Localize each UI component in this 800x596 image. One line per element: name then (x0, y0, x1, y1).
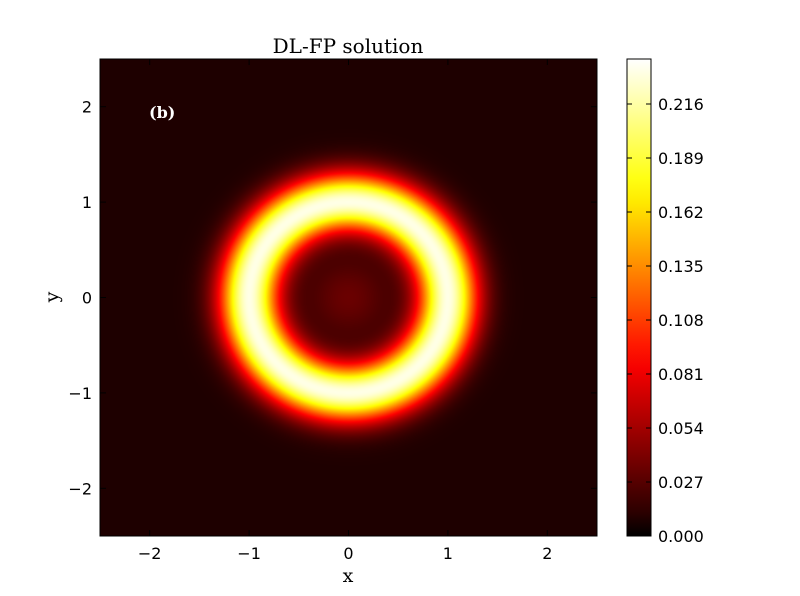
y-tick-label: −1 (68, 384, 92, 403)
colorbar-tick-label: 0.189 (658, 149, 704, 168)
y-tick-label: 0 (82, 289, 92, 308)
y-tick-label: −2 (68, 479, 92, 498)
x-axis-label: x (343, 565, 354, 587)
plot-area: (b) −2 −1 0 1 2 −2 −1 0 1 2 (68, 58, 598, 563)
colorbar: 0.000 0.027 0.054 0.081 0.108 0.135 0.162 0.189… (626, 58, 704, 546)
heatmap-image (100, 59, 597, 536)
y-axis-ticks: −2 −1 0 1 2 (68, 98, 597, 498)
colorbar-frame (626, 58, 652, 537)
colorbar-tick-label: 0.135 (658, 257, 704, 276)
x-tick-label: 1 (443, 544, 453, 563)
colorbar-tick-label: 0.054 (658, 419, 704, 438)
x-tick-label: 0 (343, 544, 353, 563)
colorbar-tick-label: 0.081 (658, 365, 704, 384)
y-tick-label: 1 (82, 193, 92, 212)
chart-title: DL-FP solution (273, 34, 424, 58)
colorbar-tick-label: 0.000 (658, 527, 704, 546)
colorbar-tick-label: 0.162 (658, 203, 704, 222)
x-tick-label: −1 (237, 544, 261, 563)
y-tick-label: 2 (82, 98, 92, 117)
colorbar-tick-label: 0.027 (658, 473, 704, 492)
x-axis-ticks: −2 −1 0 1 2 (138, 59, 552, 563)
colorbar-tick-label: 0.108 (658, 311, 704, 330)
colorbar-ticks: 0.000 0.027 0.054 0.081 0.108 0.135 0.162 0.189… (627, 95, 704, 546)
colorbar-tick-label: 0.216 (658, 95, 704, 114)
y-axis-label: y (41, 291, 63, 303)
x-tick-label: 2 (542, 544, 552, 563)
x-tick-label: −2 (138, 544, 162, 563)
colorbar-gradient (627, 59, 651, 536)
panel-label: (b) (149, 103, 175, 122)
